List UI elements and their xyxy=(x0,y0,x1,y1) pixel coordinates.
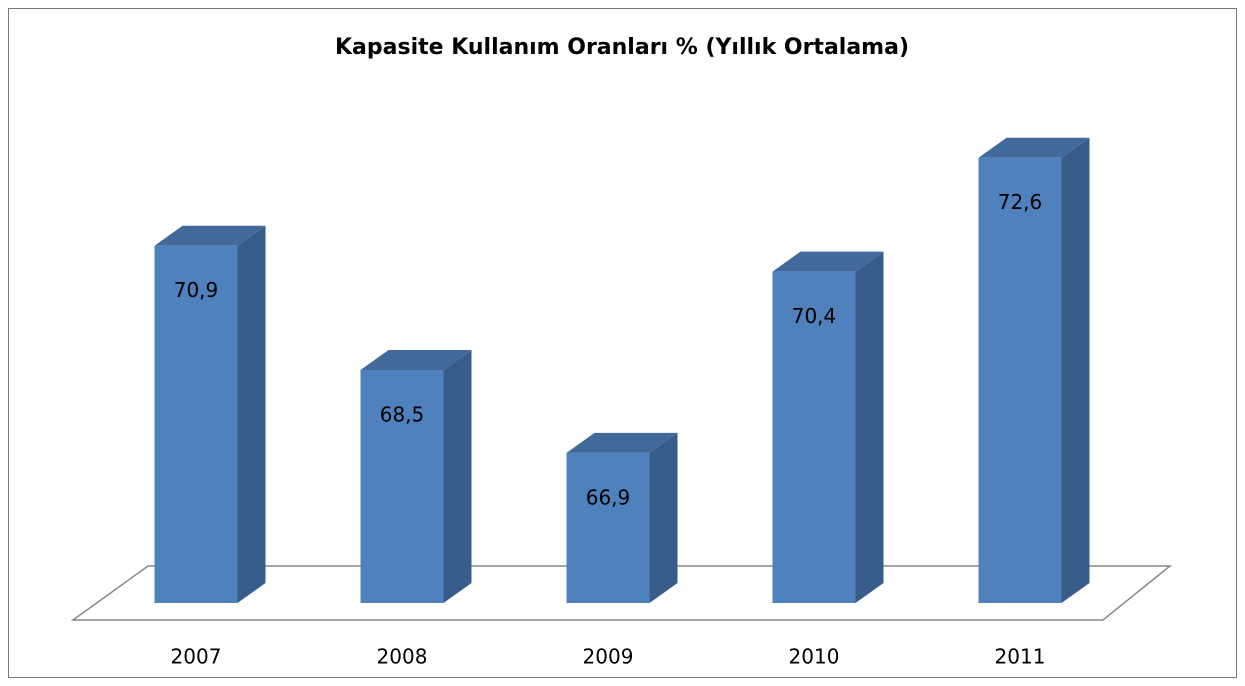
bar-top xyxy=(772,251,884,272)
bar-top xyxy=(566,432,678,453)
bar xyxy=(978,157,1062,603)
bar-side xyxy=(443,350,472,603)
bar-top xyxy=(360,350,472,370)
bar xyxy=(566,452,650,603)
data-label: 68,5 xyxy=(380,403,425,427)
data-label: 66,9 xyxy=(586,485,631,509)
bar-top xyxy=(978,137,1090,158)
bar-side xyxy=(855,251,884,603)
bar-side xyxy=(649,432,678,603)
chart-title: Kapasite Kullanım Oranları % (Yıllık Ort… xyxy=(335,35,909,60)
bar-side xyxy=(237,225,266,603)
bar xyxy=(154,245,238,603)
bar-top xyxy=(154,225,266,246)
x-tick-label: 2007 xyxy=(171,645,222,669)
data-label: 70,9 xyxy=(174,278,219,302)
x-tick-label: 2010 xyxy=(789,645,840,669)
bar-side xyxy=(1061,137,1090,603)
x-tick-label: 2008 xyxy=(377,645,428,669)
x-tick-label: 2009 xyxy=(583,645,634,669)
x-tick-label: 2011 xyxy=(995,645,1046,669)
data-label: 72,6 xyxy=(998,190,1043,214)
data-label: 70,4 xyxy=(792,304,837,328)
bar xyxy=(360,370,444,603)
bar xyxy=(772,271,856,603)
